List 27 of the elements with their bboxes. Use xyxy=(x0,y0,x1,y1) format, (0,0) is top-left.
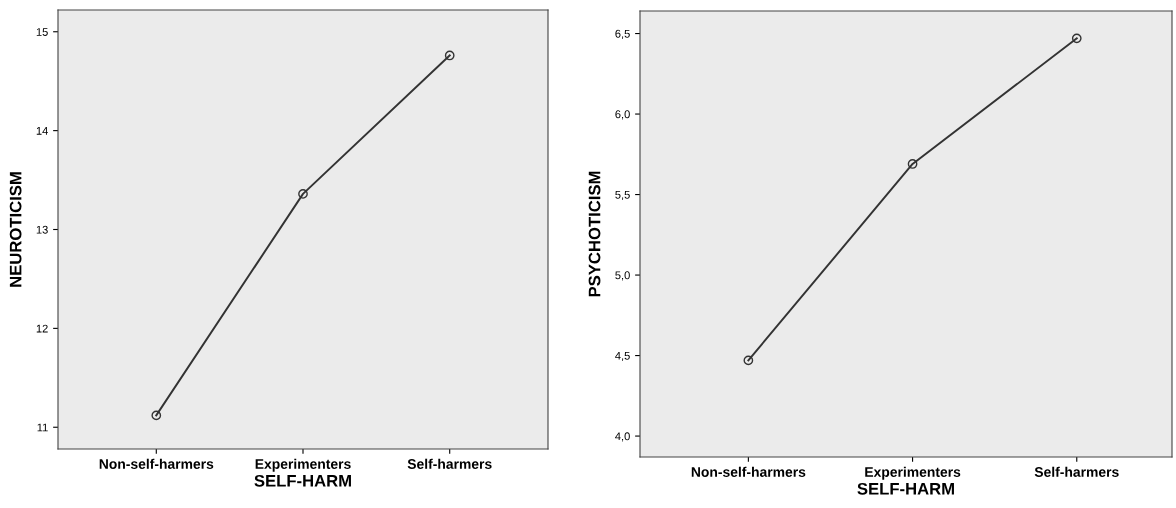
point xyxy=(444,50,455,61)
point xyxy=(151,410,162,421)
y-tick-label: 11 xyxy=(37,423,48,432)
point xyxy=(907,159,918,169)
x-tick-label: Experimenters xyxy=(255,458,351,472)
y-axis-title: PSYCHOTICISM xyxy=(588,171,601,297)
point xyxy=(298,189,308,199)
y-tick-label: 4,5 xyxy=(615,351,630,362)
y-tick-label: 5,5 xyxy=(615,190,630,200)
y-tick-label: 14 xyxy=(36,127,48,135)
y-tick-label: 5,0 xyxy=(615,271,630,281)
x-tick-label: Self-harmers xyxy=(1034,466,1119,477)
y-tick-label: 6,0 xyxy=(615,110,630,120)
x-tick-label: Self-harmers xyxy=(407,458,492,469)
x-tick-label: Non-self-harmers xyxy=(99,458,214,469)
x-tick-label: Non-self-harmers xyxy=(691,466,806,477)
x-axis-title: SELF-HARM xyxy=(254,474,351,487)
point xyxy=(1071,33,1082,44)
y-axis-title: NEUROTICISM xyxy=(9,172,22,287)
y-tick-label: 4,0 xyxy=(615,432,630,442)
point xyxy=(743,355,754,366)
x-axis-title: SELF-HARM xyxy=(857,482,954,495)
y-tick-label: 12 xyxy=(36,324,48,333)
y-tick-label: 6,5 xyxy=(615,29,630,39)
y-tick-label: 15 xyxy=(36,28,48,36)
x-tick-label: Experimenters xyxy=(865,466,961,480)
y-tick-label: 13 xyxy=(36,225,48,234)
